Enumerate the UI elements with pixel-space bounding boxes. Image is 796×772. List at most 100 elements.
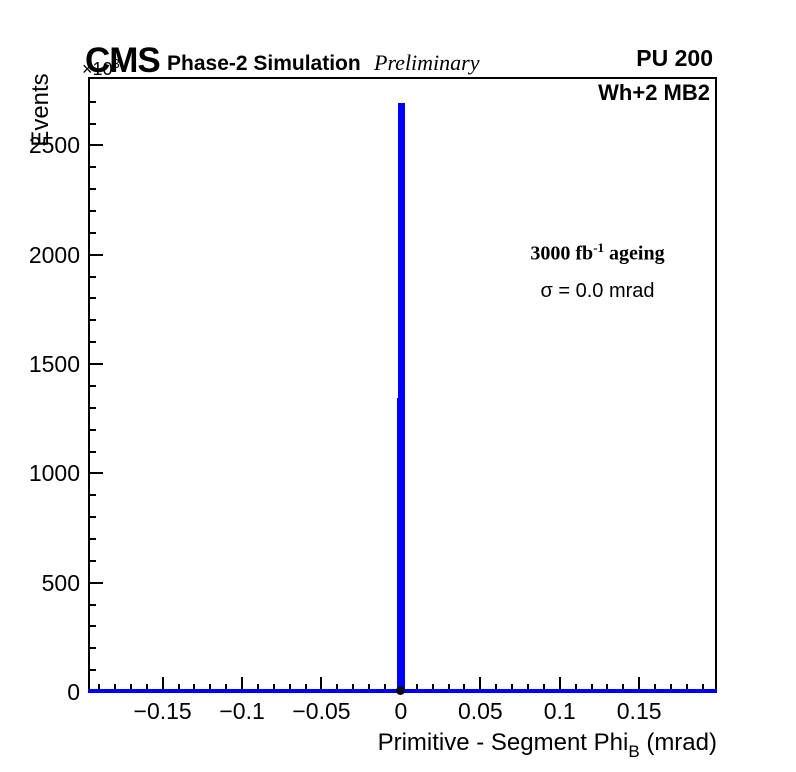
x-minor-tick xyxy=(669,684,672,692)
y-minor-tick xyxy=(88,669,96,672)
pileup-label: PU 200 xyxy=(636,45,713,71)
x-minor-tick xyxy=(606,684,609,692)
y-tick-label: 1500 xyxy=(28,351,80,378)
phase2-simulation-label: Phase-2 Simulation xyxy=(167,52,361,75)
preliminary-label: Preliminary xyxy=(374,50,480,75)
x-minor-tick xyxy=(209,684,212,692)
luminosity-tail: ageing xyxy=(604,242,665,265)
y-minor-tick xyxy=(88,122,96,125)
x-tick-label: 0.05 xyxy=(457,698,503,724)
x-minor-tick xyxy=(447,684,450,692)
x-minor-tick xyxy=(654,684,657,692)
luminosity-ageing-annotation: 3000 fb-1 ageing xyxy=(525,240,670,265)
y-minor-tick xyxy=(88,494,96,497)
y-axis-exponent-base: ×10 xyxy=(82,59,113,79)
x-minor-tick xyxy=(352,684,355,692)
x-minor-tick xyxy=(463,684,466,692)
cms-logo-text: CMS xyxy=(85,41,161,80)
x-minor-tick xyxy=(431,684,434,692)
sigma-annotation: σ = 0.0 mrad xyxy=(540,280,655,302)
y-major-tick xyxy=(88,581,103,584)
x-major-tick xyxy=(479,677,482,692)
x-tick-label: 0.15 xyxy=(616,698,662,724)
y-minor-tick xyxy=(88,341,96,344)
x-minor-tick xyxy=(511,684,514,692)
x-minor-tick xyxy=(701,684,704,692)
y-minor-tick xyxy=(88,384,96,387)
histogram-spike-upper xyxy=(398,103,405,398)
y-minor-tick xyxy=(88,559,96,562)
x-minor-tick xyxy=(272,684,275,692)
x-minor-tick xyxy=(685,684,688,692)
x-minor-tick xyxy=(384,684,387,692)
corner-label-wheel-station: Wh+2 MB2 xyxy=(598,80,710,105)
y-minor-tick xyxy=(88,625,96,628)
y-tick-label: 0 xyxy=(67,679,80,705)
luminosity-value: 3000 fb xyxy=(530,242,594,265)
x-minor-tick xyxy=(526,684,529,692)
x-minor-tick xyxy=(590,684,593,692)
y-tick-label: 500 xyxy=(41,569,80,596)
y-minor-tick xyxy=(88,450,96,453)
x-minor-tick xyxy=(193,684,196,692)
y-minor-tick xyxy=(88,210,96,213)
y-minor-tick xyxy=(88,516,96,519)
y-minor-tick xyxy=(88,647,96,650)
y-major-tick xyxy=(88,363,103,366)
x-major-tick xyxy=(320,677,323,692)
x-minor-tick xyxy=(336,684,339,692)
y-minor-tick xyxy=(88,428,96,431)
y-minor-tick xyxy=(88,319,96,322)
histogram-spike-lower xyxy=(396,397,405,692)
y-minor-tick xyxy=(88,188,96,191)
x-minor-tick xyxy=(114,684,116,692)
x-minor-tick xyxy=(542,684,545,692)
y-minor-tick xyxy=(88,297,96,300)
x-minor-tick xyxy=(98,684,101,692)
x-minor-tick xyxy=(177,684,180,692)
x-major-tick xyxy=(161,677,164,692)
x-tick-label: −0.05 xyxy=(292,698,351,724)
x-axis-title-units: (mrad) xyxy=(639,729,717,756)
y-minor-tick xyxy=(88,166,96,169)
y-major-tick xyxy=(88,472,103,475)
x-major-tick xyxy=(241,677,244,692)
x-minor-tick xyxy=(225,684,228,692)
x-minor-tick xyxy=(622,684,625,692)
x-tick-label: −0.1 xyxy=(219,698,265,724)
y-minor-tick xyxy=(88,275,96,278)
x-axis-title: Primitive - Segment PhiB (mrad) xyxy=(377,729,717,761)
y-minor-tick xyxy=(88,537,96,540)
y-minor-tick xyxy=(88,603,96,606)
x-minor-tick xyxy=(368,684,371,692)
x-minor-tick xyxy=(304,684,307,692)
x-axis-title-subscript: B xyxy=(628,742,640,761)
x-major-tick xyxy=(638,677,641,692)
y-tick-label: 2000 xyxy=(28,241,80,268)
x-minor-tick xyxy=(574,684,577,692)
y-minor-tick xyxy=(88,406,96,409)
x-minor-tick xyxy=(415,684,418,692)
x-tick-label: −0.15 xyxy=(133,698,192,724)
x-tick-label: 0.1 xyxy=(543,698,576,724)
x-minor-tick xyxy=(495,684,498,692)
y-major-tick xyxy=(88,144,103,147)
x-tick-label: 0 xyxy=(394,698,408,724)
y-axis-exponent-sup: 3 xyxy=(112,56,120,71)
x-minor-tick xyxy=(256,684,259,692)
y-minor-tick xyxy=(88,231,96,234)
x-axis-title-main: Primitive - Segment Phi xyxy=(377,729,629,756)
y-minor-tick xyxy=(88,100,96,103)
y-tick-label: 2500 xyxy=(28,132,80,159)
x-minor-tick xyxy=(129,684,132,692)
y-major-tick xyxy=(88,253,103,256)
y-axis-exponent: ×103 xyxy=(82,57,120,78)
y-tick-label: 1000 xyxy=(28,460,80,487)
x-minor-tick xyxy=(145,684,148,692)
luminosity-exponent: -1 xyxy=(593,240,605,255)
mean-marker xyxy=(396,685,406,695)
x-major-tick xyxy=(558,677,561,692)
x-minor-tick xyxy=(288,684,291,692)
